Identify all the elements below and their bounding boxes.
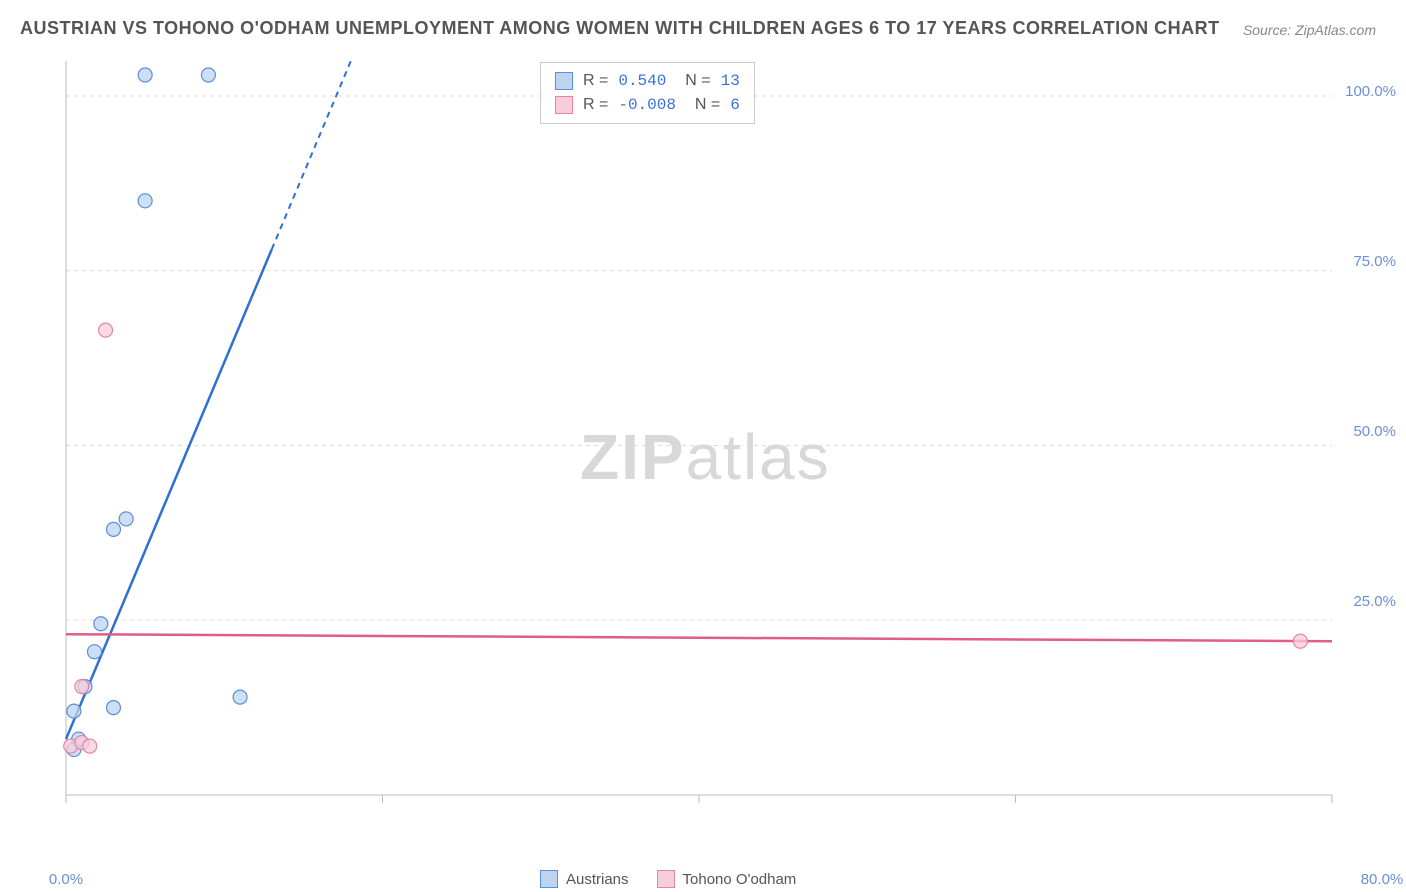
legend-swatch-icon [657,870,675,888]
y-tick-label: 25.0% [1326,593,1396,610]
legend-row: R = 0.540 N = 13 [555,69,740,93]
legend-swatch-icon [540,870,558,888]
x-tick-label: 0.0% [36,871,96,888]
source-attribution: Source: ZipAtlas.com [1243,22,1376,38]
correlation-legend: R = 0.540 N = 13 R = -0.008 N = 6 [540,62,755,124]
legend-series-name: Tohono O'odham [683,871,797,888]
chart-title: AUSTRIAN VS TOHONO O'ODHAM UNEMPLOYMENT … [20,18,1220,39]
legend-row: R = -0.008 N = 6 [555,93,740,117]
chart-svg [52,55,1392,835]
series-legend: Austrians Tohono O'odham [540,870,796,888]
legend-stat-label: N = [676,69,710,93]
y-tick-label: 50.0% [1326,423,1396,440]
legend-n-value: 13 [721,69,740,93]
scatter-plot [52,55,1392,835]
legend-stat-label: N = [686,93,720,117]
legend-r-value: 0.540 [618,69,666,93]
legend-swatch-icon [555,96,573,114]
legend-n-value: 6 [730,93,740,117]
legend-swatch-icon [555,72,573,90]
legend-r-value: -0.008 [618,93,676,117]
legend-series-name: Austrians [566,871,629,888]
y-tick-label: 100.0% [1326,83,1396,100]
legend-stat-label: R = [583,69,608,93]
x-tick-label: 80.0% [1352,871,1406,888]
legend-item: Austrians [540,870,629,888]
legend-item: Tohono O'odham [657,870,797,888]
y-tick-label: 75.0% [1326,253,1396,270]
legend-stat-label: R = [583,93,608,117]
